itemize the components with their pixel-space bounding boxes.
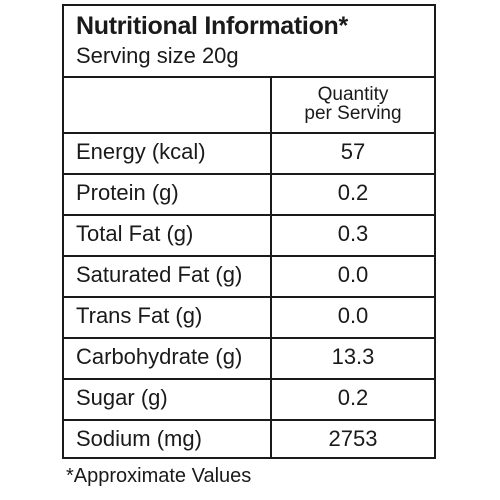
nutrient-label: Sodium (mg) [76,426,202,451]
nutrient-value: 2753 [328,426,378,451]
table-row: Trans Fat (g) 0.0 [64,296,434,337]
panel-header: Nutritional Information* Serving size 20… [64,6,434,78]
nutrient-value: 57 [340,139,366,164]
column-header-line-2: per Serving [304,103,402,124]
nutrient-value: 0.0 [337,262,369,287]
nutrient-label: Total Fat (g) [76,221,194,246]
footnote: *Approximate Values [66,465,252,487]
quantity-column-header: Quantity per Serving [272,78,434,132]
nutrition-facts-panel: Nutritional Information* Serving size 20… [62,4,436,459]
column-divider [270,78,272,457]
table-row: Total Fat (g) 0.3 [64,214,434,255]
serving-size: Serving size 20g [76,43,239,68]
nutrient-label: Energy (kcal) [76,139,206,164]
nutrient-value: 0.2 [337,180,369,205]
table-row: Sodium (mg) 2753 [64,419,434,460]
nutrient-label: Sugar (g) [76,385,168,410]
nutrient-value: 0.3 [337,221,369,246]
table-row: Carbohydrate (g) 13.3 [64,337,434,378]
nutrient-label: Saturated Fat (g) [76,262,243,287]
nutrient-rows: Energy (kcal) 57 Protein (g) 0.2 Total F… [64,132,434,460]
table-row: Sugar (g) 0.2 [64,378,434,419]
table-row: Protein (g) 0.2 [64,173,434,214]
nutrient-label: Trans Fat (g) [76,303,203,328]
nutrient-value: 0.0 [337,303,369,328]
nutrient-value: 13.3 [331,344,375,369]
column-header-line-1: Quantity [317,84,389,105]
nutrient-label: Carbohydrate (g) [76,344,243,369]
panel-title: Nutritional Information* [76,12,348,40]
nutrient-value: 0.2 [337,385,369,410]
table-row: Saturated Fat (g) 0.0 [64,255,434,296]
table-row: Energy (kcal) 57 [64,132,434,173]
nutrient-label: Protein (g) [76,180,179,205]
